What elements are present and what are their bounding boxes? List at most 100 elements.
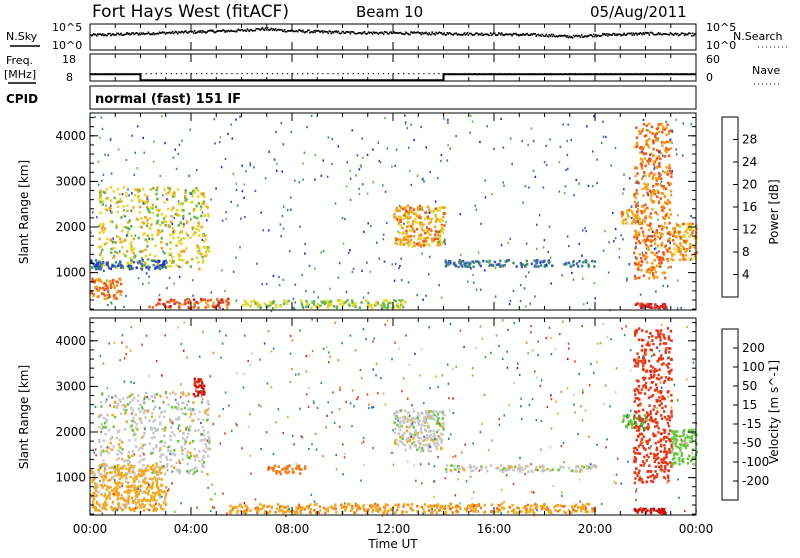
nave-point (176, 73, 177, 74)
range-cell (262, 506, 264, 509)
range-cell (126, 204, 128, 207)
range-cell (115, 261, 117, 264)
range-cell (626, 210, 628, 213)
nave-point (459, 73, 460, 74)
range-cell (192, 195, 194, 198)
range-cell (656, 157, 658, 160)
range-cell (658, 162, 660, 165)
range-cell (111, 173, 113, 175)
range-cell (98, 161, 100, 163)
range-cell (660, 333, 662, 336)
range-cell (633, 193, 635, 196)
range-cell (120, 283, 122, 286)
range-cell (162, 401, 164, 404)
nsky-point (642, 34, 644, 36)
range-cell (173, 449, 175, 452)
range-cell (643, 210, 645, 213)
range-cell (111, 414, 113, 417)
range-cell (655, 211, 657, 214)
range-cell (160, 412, 162, 415)
range-cell (663, 226, 665, 229)
range-cell (204, 412, 206, 415)
range-cell (139, 410, 141, 413)
range-cell (163, 263, 165, 266)
range-cell (658, 396, 660, 399)
range-cell (420, 222, 422, 225)
range-cell (676, 245, 678, 248)
range-cell (152, 448, 154, 451)
range-cell (216, 298, 218, 301)
range-cell (291, 131, 293, 133)
range-cell (225, 218, 227, 220)
range-cell (405, 511, 407, 514)
range-cell (649, 370, 651, 373)
range-cell (670, 410, 672, 413)
range-cell (536, 248, 538, 250)
range-cell (131, 399, 133, 402)
range-cell (163, 188, 165, 191)
range-cell (142, 464, 144, 467)
range-cell (644, 421, 646, 424)
range-cell (423, 444, 425, 447)
nsearch-tick-hi: 10^5 (706, 21, 736, 34)
nave-point (206, 73, 207, 74)
nsky-point (692, 33, 694, 35)
nsky-point (690, 33, 692, 35)
range-cell (200, 205, 202, 208)
range-cell (648, 303, 650, 306)
range-cell (664, 155, 666, 158)
range-cell (670, 465, 672, 468)
range-cell (668, 154, 670, 157)
range-cell (120, 241, 122, 244)
range-cell (397, 303, 399, 306)
range-cell (662, 170, 664, 172)
range-cell (128, 194, 130, 196)
range-cell (196, 470, 198, 473)
range-cell (118, 482, 120, 485)
range-cell (273, 275, 275, 277)
range-cell (249, 305, 251, 308)
range-cell (146, 222, 148, 225)
range-cell (668, 247, 670, 250)
range-cell (396, 238, 398, 241)
range-cell (268, 505, 270, 508)
range-cell (676, 250, 678, 253)
range-cell (170, 241, 172, 244)
range-cell (560, 146, 562, 148)
range-cell (639, 303, 641, 306)
range-cell (106, 279, 108, 281)
range-cell (137, 399, 139, 402)
range-cell (659, 306, 661, 309)
range-cell (112, 282, 114, 285)
range-cell (141, 503, 143, 506)
nsky-point (193, 32, 195, 34)
range-cell (207, 246, 209, 249)
range-cell (418, 214, 420, 217)
nsky-point (468, 34, 470, 36)
range-cell (651, 306, 653, 309)
range-cell (417, 243, 419, 246)
range-cell (437, 419, 439, 422)
range-cell (684, 250, 686, 253)
range-cell (201, 439, 203, 442)
range-cell (407, 217, 409, 220)
range-cell (182, 393, 184, 396)
range-cell (454, 264, 456, 267)
range-cell (664, 405, 666, 408)
nave-point (565, 73, 566, 74)
range-cell (330, 300, 332, 303)
range-cell (660, 414, 662, 417)
range-cell (444, 507, 446, 510)
range-cell (170, 439, 172, 442)
nave-point (242, 73, 243, 74)
range-cell (142, 491, 144, 494)
range-cell (98, 280, 100, 283)
range-cell (615, 237, 617, 239)
range-cell (446, 464, 448, 467)
range-cell (408, 281, 410, 283)
range-cell (427, 206, 429, 209)
range-cell (158, 303, 160, 306)
range-cell (441, 154, 443, 156)
range-cell (650, 475, 652, 478)
range-cell (324, 512, 326, 515)
